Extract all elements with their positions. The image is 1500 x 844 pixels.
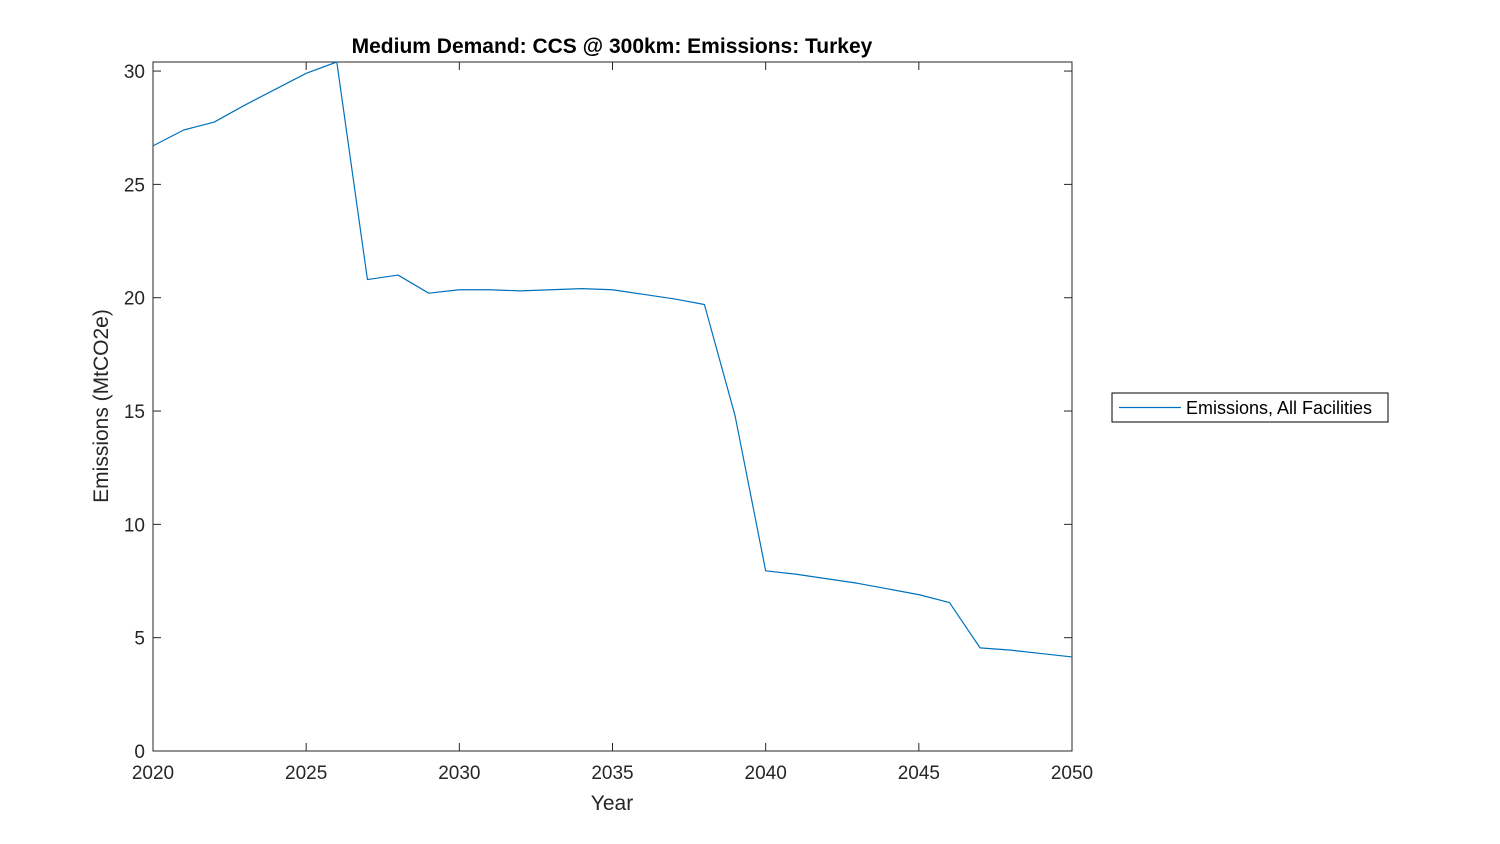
- x-tick-label: 2045: [898, 763, 940, 784]
- data-point: [244, 104, 245, 105]
- chart-title: Medium Demand: CCS @ 300km: Emissions: T…: [352, 35, 873, 58]
- data-point: [765, 570, 766, 571]
- data-point: [796, 574, 797, 575]
- data-point: [336, 61, 337, 62]
- x-axis-label: Year: [591, 792, 633, 815]
- data-point: [489, 289, 490, 290]
- data-point: [520, 290, 521, 291]
- data-point: [918, 594, 919, 595]
- axes-box: [152, 61, 1073, 752]
- data-point: [551, 289, 552, 290]
- data-point: [581, 288, 582, 289]
- legend-label: Emissions, All Facilities: [1186, 398, 1372, 418]
- data-point: [826, 578, 827, 579]
- data-point: [1010, 650, 1011, 651]
- x-tick-label: 2020: [132, 763, 174, 784]
- data-point: [428, 293, 429, 294]
- y-tick-label: 10: [124, 515, 145, 536]
- data-point: [704, 304, 705, 305]
- y-axis-label: Emissions (MtCO2e): [90, 309, 113, 503]
- y-tick-label: 30: [124, 62, 145, 83]
- y-tick-label: 15: [124, 402, 145, 423]
- data-point: [888, 588, 889, 589]
- data-point: [214, 121, 215, 122]
- data-point: [673, 298, 674, 299]
- x-tick-label: 2025: [285, 763, 327, 784]
- data-point: [949, 602, 950, 603]
- data-point: [306, 73, 307, 74]
- y-tick-label: 25: [124, 175, 145, 196]
- x-tick-label: 2035: [591, 763, 633, 784]
- data-point: [980, 647, 981, 648]
- data-point: [734, 415, 735, 416]
- data-point: [183, 129, 184, 130]
- data-point: [459, 289, 460, 290]
- y-tick-label: 20: [124, 289, 145, 310]
- data-point: [612, 289, 613, 290]
- data-point: [857, 583, 858, 584]
- x-tick-label: 2050: [1051, 763, 1093, 784]
- data-point: [1041, 653, 1042, 654]
- x-tick-label: 2030: [438, 763, 480, 784]
- data-point: [1071, 656, 1072, 657]
- y-tick-label: 5: [134, 629, 145, 650]
- data-point: [152, 145, 153, 146]
- legend: Emissions, All Facilities: [1111, 392, 1389, 423]
- data-point: [275, 89, 276, 90]
- series-line-0: [152, 61, 1073, 658]
- y-tick-label: 0: [134, 742, 145, 763]
- data-point: [643, 294, 644, 295]
- data-point: [367, 279, 368, 280]
- x-tick-label: 2040: [745, 763, 787, 784]
- data-point: [397, 274, 398, 275]
